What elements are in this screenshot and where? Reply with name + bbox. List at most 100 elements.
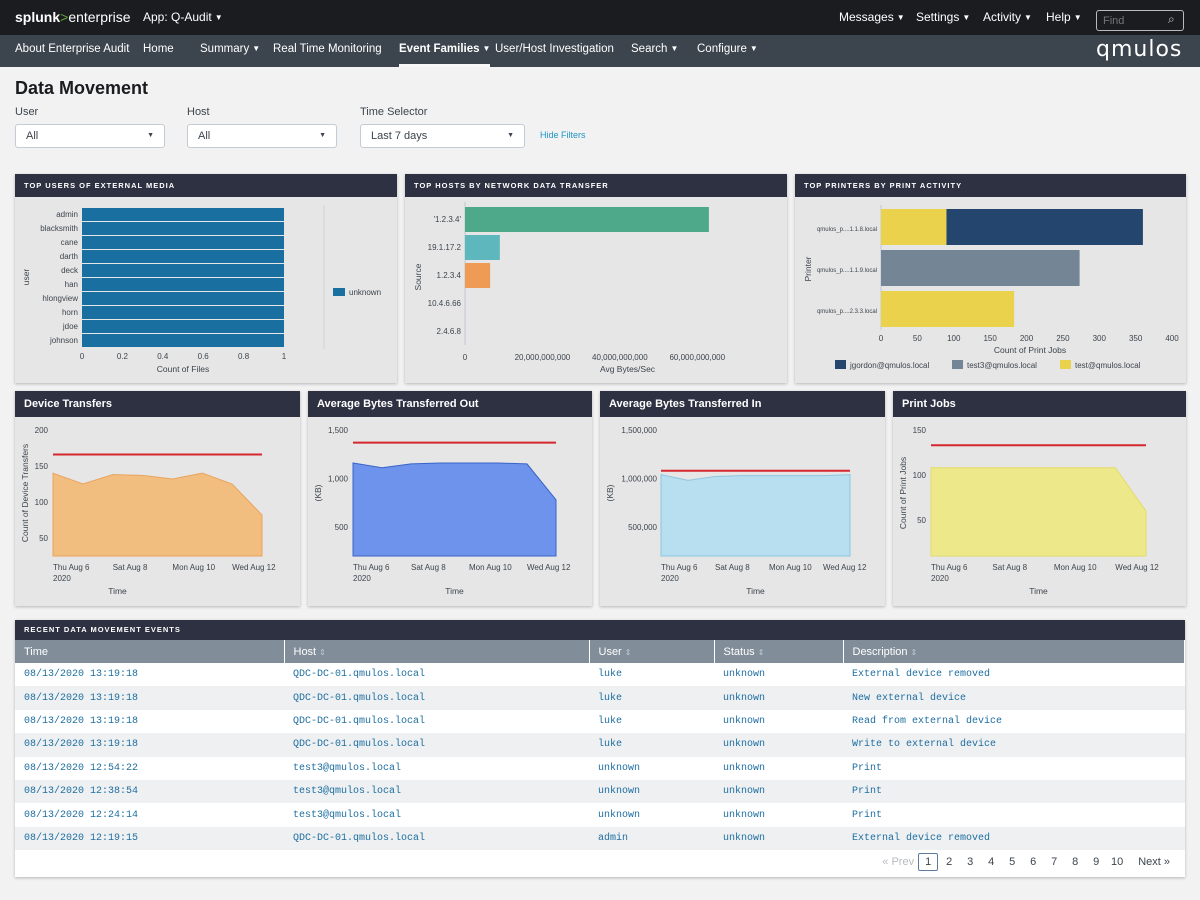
status-cell[interactable]: unknown: [714, 709, 843, 734]
nav-summary[interactable]: Summary ▼: [200, 43, 261, 55]
nav-search[interactable]: Search ▼: [631, 43, 679, 55]
page-9-button[interactable]: 9: [1093, 856, 1100, 868]
y-tick-label: deck: [61, 266, 79, 275]
time-filter-select[interactable]: Last 7 days ▼: [360, 124, 525, 148]
nav-user-host-investigation[interactable]: User/Host Investigation: [495, 43, 614, 55]
host-cell[interactable]: QDC-DC-01.qmulos.local: [284, 709, 589, 734]
search-icon[interactable]: ⌕: [1168, 12, 1175, 26]
find-input[interactable]: [1096, 10, 1184, 31]
status-cell[interactable]: unknown: [714, 663, 843, 687]
table-row[interactable]: 08/13/2020 13:19:18 QDC-DC-01.qmulos.loca…: [15, 663, 1185, 687]
user-cell[interactable]: luke: [589, 686, 714, 710]
page-10-button[interactable]: 10: [1111, 856, 1124, 868]
table-row[interactable]: 08/13/2020 12:19:15 QDC-DC-01.qmulos.loca…: [15, 826, 1185, 851]
user-cell[interactable]: unknown: [589, 803, 714, 827]
user-cell[interactable]: unknown: [589, 756, 714, 780]
table-row[interactable]: 08/13/2020 12:38:54 test3@qmulos.local unk…: [15, 779, 1185, 804]
host-filter-select[interactable]: All ▼: [187, 124, 337, 148]
description-cell[interactable]: Print: [843, 756, 1185, 780]
page-1-button[interactable]: 1: [918, 853, 939, 871]
column-header-time[interactable]: Time: [15, 640, 285, 663]
description-cell[interactable]: Print: [843, 803, 1185, 827]
host-cell[interactable]: QDC-DC-01.qmulos.local: [284, 686, 589, 710]
status-cell[interactable]: unknown: [714, 779, 843, 804]
page-4-button[interactable]: 4: [988, 856, 995, 868]
table-row[interactable]: 08/13/2020 12:54:22 test3@qmulos.local unk…: [15, 756, 1185, 780]
user-cell[interactable]: luke: [589, 733, 714, 757]
time-cell[interactable]: 08/13/2020 13:19:18: [15, 686, 284, 710]
user-cell[interactable]: luke: [589, 709, 714, 734]
user-filter-select[interactable]: All ▼: [15, 124, 165, 148]
time-cell[interactable]: 08/13/2020 13:19:18: [15, 663, 284, 687]
chevron-down-icon: ▼: [1073, 13, 1082, 22]
app-menu[interactable]: App: Q-Audit ▼: [143, 10, 223, 24]
activity-menu[interactable]: Activity ▼: [983, 10, 1032, 24]
time-cell[interactable]: 08/13/2020 12:54:22: [15, 756, 284, 780]
x-tick-label: 350: [1129, 334, 1143, 343]
y-axis-title: Count of Print Jobs: [898, 457, 908, 529]
column-header-description[interactable]: Description ⇕: [843, 640, 1185, 663]
prev-page-button[interactable]: « Prev: [882, 856, 915, 868]
table-row[interactable]: 08/13/2020 13:19:18 QDC-DC-01.qmulos.loca…: [15, 686, 1185, 710]
x-tick-label: 0.4: [157, 352, 169, 361]
y-tick-label: 50: [917, 516, 926, 525]
table-row[interactable]: 08/13/2020 12:24:14 test3@qmulos.local unk…: [15, 803, 1185, 827]
user-cell[interactable]: luke: [589, 663, 714, 687]
y-axis-title: user: [21, 269, 31, 286]
column-header-host[interactable]: Host ⇕: [284, 640, 590, 663]
messages-menu[interactable]: Messages ▼: [839, 10, 905, 24]
time-cell[interactable]: 08/13/2020 13:19:18: [15, 733, 284, 757]
page-8-button[interactable]: 8: [1072, 856, 1079, 868]
hide-filters-link[interactable]: Hide Filters: [540, 130, 586, 140]
status-cell[interactable]: unknown: [714, 686, 843, 710]
description-cell[interactable]: Print: [843, 779, 1185, 804]
nav-event-families[interactable]: Event Families ▼: [399, 35, 491, 67]
table-row[interactable]: 08/13/2020 13:19:18 QDC-DC-01.qmulos.loca…: [15, 733, 1185, 757]
pagination: « Prev 1 2 3 4 5 6 7 8 9 10 Next »: [881, 853, 1170, 871]
time-cell[interactable]: 08/13/2020 13:19:18: [15, 709, 284, 734]
description-cell[interactable]: New external device: [843, 686, 1185, 710]
nav-about[interactable]: About Enterprise Audit: [15, 43, 130, 55]
description-cell[interactable]: Read from external device: [843, 709, 1185, 734]
description-cell[interactable]: Write to external device: [843, 733, 1185, 757]
splunk-logo[interactable]: splunk>enterprise: [15, 9, 131, 25]
panel-title: TOP HOSTS BY NETWORK DATA TRANSFER: [405, 174, 787, 197]
host-cell[interactable]: test3@qmulos.local: [284, 756, 589, 780]
user-cell[interactable]: unknown: [589, 779, 714, 804]
nav-home[interactable]: Home: [143, 43, 174, 55]
table-row[interactable]: 08/13/2020 13:19:18 QDC-DC-01.qmulos.loca…: [15, 709, 1185, 734]
page-5-button[interactable]: 5: [1009, 856, 1016, 868]
time-cell[interactable]: 08/13/2020 12:24:14: [15, 803, 284, 827]
status-cell[interactable]: unknown: [714, 803, 843, 827]
column-header-user[interactable]: User ⇕: [589, 640, 715, 663]
y-tick-label: darth: [60, 252, 78, 261]
host-cell[interactable]: QDC-DC-01.qmulos.local: [284, 663, 589, 687]
page-6-button[interactable]: 6: [1030, 856, 1037, 868]
host-cell[interactable]: QDC-DC-01.qmulos.local: [284, 733, 589, 757]
status-cell[interactable]: unknown: [714, 733, 843, 757]
settings-menu[interactable]: Settings ▼: [916, 10, 971, 24]
host-cell[interactable]: test3@qmulos.local: [284, 803, 589, 827]
description-cell[interactable]: External device removed: [843, 663, 1185, 687]
bar: [82, 292, 284, 305]
column-header-status[interactable]: Status ⇕: [714, 640, 844, 663]
page-3-button[interactable]: 3: [967, 856, 974, 868]
time-cell[interactable]: 08/13/2020 12:19:15: [15, 826, 284, 851]
status-cell[interactable]: unknown: [714, 756, 843, 780]
page-7-button[interactable]: 7: [1051, 856, 1058, 868]
host-cell[interactable]: QDC-DC-01.qmulos.local: [284, 826, 589, 851]
y-tick-label: 100: [913, 471, 927, 480]
time-filter-label: Time Selector: [360, 106, 428, 118]
nav-configure[interactable]: Configure ▼: [697, 43, 758, 55]
top-printers-chart: qmulos_p....1.1.8.local qmulos_p....1.1.9…: [803, 205, 1179, 370]
x-tick-label: Sat Aug 8: [113, 563, 148, 572]
status-cell[interactable]: unknown: [714, 826, 843, 851]
page-2-button[interactable]: 2: [946, 856, 953, 868]
next-page-button[interactable]: Next »: [1138, 856, 1170, 868]
time-cell[interactable]: 08/13/2020 12:38:54: [15, 779, 284, 804]
description-cell[interactable]: External device removed: [843, 826, 1185, 851]
nav-real-time-monitoring[interactable]: Real Time Monitoring: [273, 43, 382, 55]
user-cell[interactable]: admin: [589, 826, 714, 851]
host-cell[interactable]: test3@qmulos.local: [284, 779, 589, 804]
help-menu[interactable]: Help ▼: [1046, 10, 1082, 24]
